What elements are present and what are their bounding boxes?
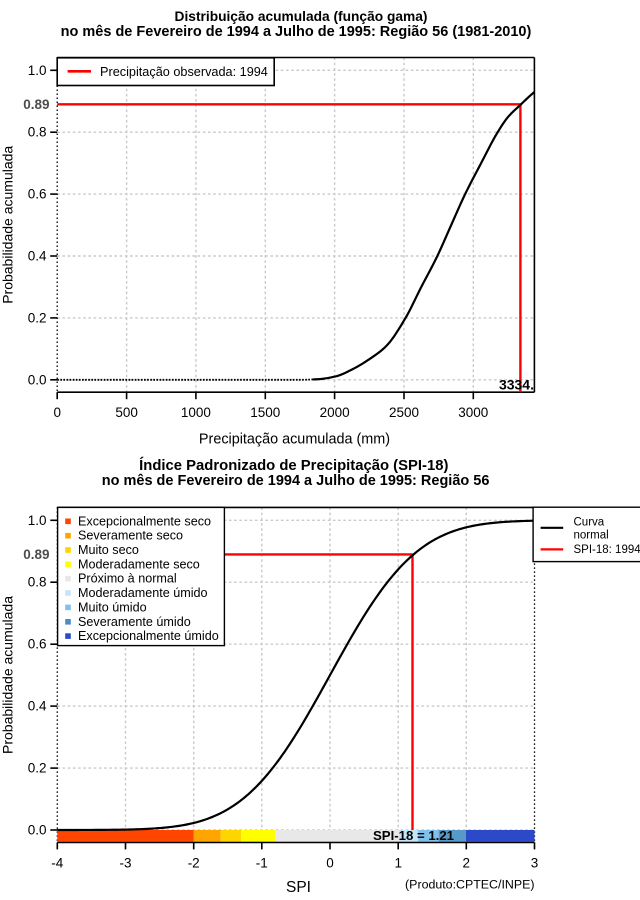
- svg-text:3: 3: [531, 856, 539, 871]
- svg-text:1: 1: [394, 856, 402, 871]
- svg-text:no mês de Fevereiro de 1994 a: no mês de Fevereiro de 1994 a Julho de 1…: [102, 473, 490, 489]
- svg-text:0.89: 0.89: [23, 547, 49, 562]
- svg-text:Precipitação acumulada (mm): Precipitação acumulada (mm): [199, 432, 390, 448]
- svg-text:Moderadamente seco: Moderadamente seco: [78, 557, 200, 571]
- svg-text:-1: -1: [256, 856, 268, 871]
- svg-text:Moderadamente úmido: Moderadamente úmido: [78, 586, 208, 600]
- svg-text:Precipitação observada: 1994: Precipitação observada: 1994: [100, 65, 268, 79]
- svg-text:0.4: 0.4: [28, 249, 47, 264]
- svg-text:-2: -2: [188, 856, 200, 871]
- svg-text:3000: 3000: [458, 405, 488, 420]
- svg-text:0.2: 0.2: [28, 761, 47, 776]
- svg-text:Probabilidade acumulada: Probabilidade acumulada: [0, 596, 16, 754]
- svg-text:1.0: 1.0: [28, 513, 47, 528]
- svg-text:Muito úmido: Muito úmido: [78, 600, 147, 614]
- svg-text:normal: normal: [574, 529, 609, 541]
- svg-text:500: 500: [115, 405, 138, 420]
- svg-text:Excepcionalmente úmido: Excepcionalmente úmido: [78, 629, 219, 643]
- svg-text:Próximo à normal: Próximo à normal: [78, 572, 177, 586]
- svg-text:2000: 2000: [320, 405, 350, 420]
- svg-text:3334.: 3334.: [499, 377, 534, 393]
- svg-text:2: 2: [463, 856, 471, 871]
- svg-text:0.8: 0.8: [28, 125, 47, 140]
- svg-text:Probabilidade acumulada: Probabilidade acumulada: [0, 146, 16, 304]
- svg-text:0.0: 0.0: [28, 823, 47, 838]
- svg-text:1500: 1500: [250, 405, 280, 420]
- svg-text:SPI-18 = 1.21: SPI-18 = 1.21: [373, 828, 454, 843]
- svg-text:no mês de Fevereiro de 1994 a: no mês de Fevereiro de 1994 a Julho de 1…: [61, 24, 532, 40]
- svg-text:Severamente úmido: Severamente úmido: [78, 615, 191, 629]
- svg-text:0.89: 0.89: [23, 97, 49, 112]
- svg-text:1000: 1000: [181, 405, 211, 420]
- svg-text:0.8: 0.8: [28, 575, 47, 590]
- svg-text:-3: -3: [119, 856, 131, 871]
- svg-text:SPI: SPI: [286, 879, 311, 896]
- svg-text:Muito seco: Muito seco: [78, 543, 139, 557]
- svg-text:Excepcionalmente seco: Excepcionalmente seco: [78, 514, 211, 528]
- svg-text:0: 0: [53, 405, 61, 420]
- svg-text:0.2: 0.2: [28, 310, 47, 325]
- svg-text:0.6: 0.6: [28, 637, 47, 652]
- svg-text:Distribuição acumulada (função: Distribuição acumulada (função gama): [175, 9, 428, 24]
- svg-text:0.6: 0.6: [28, 187, 47, 202]
- svg-text:Índice Padronizado de Precipit: Índice Padronizado de Precipitação (SPI-…: [139, 457, 448, 474]
- svg-text:Severamente seco: Severamente seco: [78, 529, 183, 543]
- svg-text:0: 0: [326, 856, 334, 871]
- svg-text:2500: 2500: [389, 405, 419, 420]
- svg-text:Curva: Curva: [574, 516, 605, 528]
- svg-text:SPI-18: 1994: SPI-18: 1994: [574, 544, 640, 556]
- svg-text:0.4: 0.4: [28, 699, 47, 714]
- svg-text:(Produto:CPTEC/INPE): (Produto:CPTEC/INPE): [405, 878, 534, 892]
- svg-text:1.0: 1.0: [28, 63, 47, 78]
- svg-text:0.0: 0.0: [28, 372, 47, 387]
- svg-text:-4: -4: [51, 856, 63, 871]
